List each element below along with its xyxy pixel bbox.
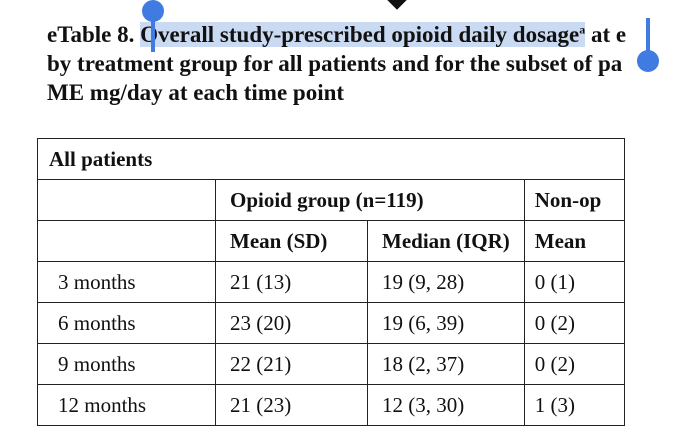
nonopioid-mean-cell: 1 (3) (523, 384, 625, 426)
table-row: 3 months 21 (13) 19 (9, 28) 0 (1) (37, 261, 625, 303)
mean-sd-cell: 22 (21) (215, 343, 368, 385)
nonopioid-mean-cell: 0 (2) (523, 302, 625, 344)
opioid-group-header: Opioid group (n=119) (215, 179, 525, 221)
mean-sd-cell: 21 (13) (215, 261, 368, 303)
section-label: All patients (37, 138, 625, 180)
median-iqr-cell: 19 (9, 28) (367, 261, 525, 303)
row-label: 6 months (37, 302, 216, 344)
row-label: 12 months (37, 384, 216, 426)
selection-start-handle[interactable] (151, 18, 155, 52)
section-row: All patients (37, 138, 625, 180)
selection-end-handle[interactable] (646, 18, 650, 54)
caption-prefix: eTable 8. (47, 22, 141, 47)
median-iqr-header: Median (IQR) (367, 220, 525, 262)
nonopioid-mean-cell: 0 (2) (523, 343, 625, 385)
table-row: 6 months 23 (20) 19 (6, 39) 0 (2) (37, 302, 625, 344)
group-header-row: Opioid group (n=119) Non-op (37, 179, 625, 221)
row-label: 3 months (37, 261, 216, 303)
nonopioid-mean-cell: 0 (1) (523, 261, 625, 303)
data-table: All patients Opioid group (n=119) Non-op… (37, 138, 625, 426)
table-caption: eTable 8. Overall study-prescribed opioi… (47, 20, 680, 107)
caption-continuation: at e (585, 22, 627, 47)
data-table-container: All patients Opioid group (n=119) Non-op… (37, 138, 680, 426)
mean-sd-cell: 23 (20) (215, 302, 368, 344)
caption-line-2: by treatment group for all patients and … (47, 51, 623, 76)
median-iqr-cell: 18 (2, 37) (367, 343, 525, 385)
caption-line-3: ME mg/day at each time point (47, 80, 345, 105)
mean-sd-header: Mean (SD) (215, 220, 368, 262)
selected-text[interactable]: Overall study-prescribed opioid daily do… (140, 22, 586, 47)
subheader-row: Mean (SD) Median (IQR) Mean (37, 220, 625, 262)
nonopioid-group-header: Non-op (523, 179, 625, 221)
row-label: 9 months (37, 343, 216, 385)
table-row: 12 months 21 (23) 12 (3, 30) 1 (3) (37, 384, 625, 426)
median-iqr-cell: 12 (3, 30) (367, 384, 525, 426)
table-row: 9 months 22 (21) 18 (2, 37) 0 (2) (37, 343, 625, 385)
footnote-marker: a (579, 22, 586, 37)
median-iqr-cell: 19 (6, 39) (367, 302, 525, 344)
selection-end-knob-icon[interactable] (637, 50, 659, 72)
empty-header-cell (37, 179, 216, 221)
top-caret-icon (384, 0, 410, 10)
mean-sd-cell: 21 (23) (215, 384, 368, 426)
nonopioid-mean-header: Mean (523, 220, 625, 262)
empty-subheader-cell (37, 220, 216, 262)
selection-start-knob-icon[interactable] (142, 0, 164, 22)
caption-line-1: eTable 8. Overall study-prescribed opioi… (47, 20, 680, 49)
